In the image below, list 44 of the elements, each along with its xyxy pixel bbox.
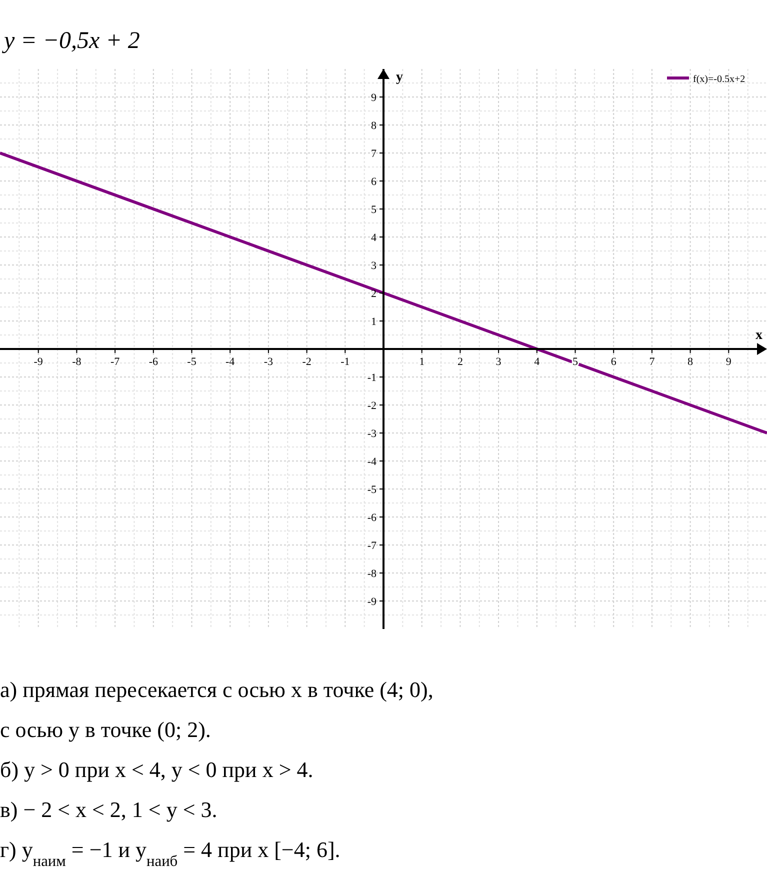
y-tick-label: 3 bbox=[371, 260, 377, 272]
text: в) − 2 < x < 2, 1 < y < 3. bbox=[0, 797, 218, 822]
x-tick-label: -9 bbox=[34, 356, 44, 368]
y-tick-label: 6 bbox=[371, 176, 377, 188]
y-tick-label: -6 bbox=[367, 512, 377, 524]
y-axis-title: y bbox=[396, 70, 403, 85]
x-tick-label: -2 bbox=[302, 356, 312, 368]
chart-title: y = −0,5x + 2 bbox=[2, 28, 140, 54]
text: а) прямая пересекается с осью x в точке (4; 0), bbox=[0, 677, 434, 702]
x-tick-label: 2 bbox=[457, 356, 463, 368]
x-tick-label: 1 bbox=[419, 356, 425, 368]
legend-label: f(x)=-0.5x+2 bbox=[693, 74, 746, 85]
y-tick-label: 7 bbox=[371, 148, 377, 160]
y-tick-label: 1 bbox=[371, 316, 376, 328]
x-tick-label: -4 bbox=[226, 356, 236, 368]
text: с осью y в точке (0; 2). bbox=[0, 717, 211, 742]
x-tick-label: -7 bbox=[110, 356, 120, 368]
y-tick-label: 9 bbox=[371, 92, 377, 104]
y-tick-label: -8 bbox=[367, 568, 377, 580]
text: б) y > 0 при x < 4, y < 0 при x > 4. bbox=[0, 757, 314, 782]
y-tick-label: -1 bbox=[367, 372, 376, 384]
x-tick-label: 8 bbox=[688, 356, 694, 368]
y-tick-label: 2 bbox=[371, 288, 376, 300]
x-tick-label: 7 bbox=[649, 356, 656, 368]
x-tick-label: 4 bbox=[534, 356, 540, 368]
text: г) y$_{наим}$ = −1 и y$_{наиб}$ = 4 при x [−4; 6]. bbox=[0, 837, 340, 870]
x-axis-title: x bbox=[756, 328, 762, 343]
y-tick-label: 4 bbox=[371, 232, 377, 244]
y-tick-label: -2 bbox=[367, 400, 376, 412]
y-tick-label: 8 bbox=[371, 120, 377, 132]
x-tick-label: -5 bbox=[187, 356, 197, 368]
x-tick-label: 3 bbox=[496, 356, 502, 368]
y-tick-label: -5 bbox=[367, 484, 377, 496]
x-tick-label: -6 bbox=[148, 356, 158, 368]
x-tick-label: 9 bbox=[726, 356, 732, 368]
x-tick-label: -8 bbox=[72, 356, 82, 368]
y-tick-label: -9 bbox=[367, 596, 377, 608]
y-tick-label: -3 bbox=[367, 428, 377, 440]
y-tick-label: 5 bbox=[371, 204, 377, 216]
x-tick-label: -3 bbox=[264, 356, 274, 368]
y-tick-label: -7 bbox=[367, 540, 377, 552]
x-tick-label: -1 bbox=[340, 356, 350, 368]
x-tick-label: 6 bbox=[610, 356, 617, 368]
y-tick-label: -4 bbox=[367, 456, 377, 468]
